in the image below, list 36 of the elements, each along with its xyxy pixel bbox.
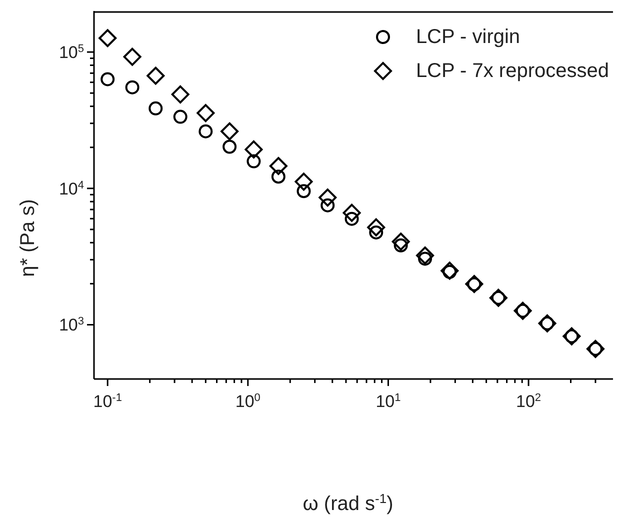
point [173, 110, 188, 124]
point [100, 72, 115, 86]
point [440, 262, 459, 280]
x-axis-title: ω (rad s$^{-1}$) [302, 490, 394, 515]
point [148, 101, 163, 116]
point [196, 104, 215, 122]
y-tick-label: 10$^{4}$ [58, 179, 84, 198]
point [320, 198, 335, 212]
point [222, 140, 237, 154]
legend-label: LCP - virgin [416, 26, 520, 48]
point [392, 232, 410, 251]
point [98, 29, 117, 48]
x-tick-label: 10$^{0}$ [235, 392, 260, 411]
point [146, 66, 165, 85]
x-tick-label: 10$^{1}$ [376, 392, 401, 411]
point [244, 140, 263, 158]
point [367, 218, 386, 236]
x-tick-label: 10$^{-1}$ [93, 392, 122, 411]
y-tick-label: 10$^{5}$ [58, 43, 84, 62]
point [220, 122, 239, 140]
point [416, 246, 434, 264]
point [198, 124, 213, 138]
point [318, 188, 337, 207]
point [294, 172, 313, 191]
point [269, 156, 288, 175]
point [271, 170, 286, 184]
x-tick-label: 10$^{2}$ [516, 392, 542, 411]
point [125, 80, 140, 94]
y-axis-title: η* (Pa s) [17, 199, 39, 277]
legend-label: LCP - 7x reprocessed [416, 60, 609, 82]
point [123, 48, 142, 66]
point [171, 85, 190, 104]
point [246, 154, 261, 168]
point [296, 184, 311, 198]
y-tick-label: 10$^{3}$ [58, 316, 84, 335]
point [342, 204, 361, 222]
